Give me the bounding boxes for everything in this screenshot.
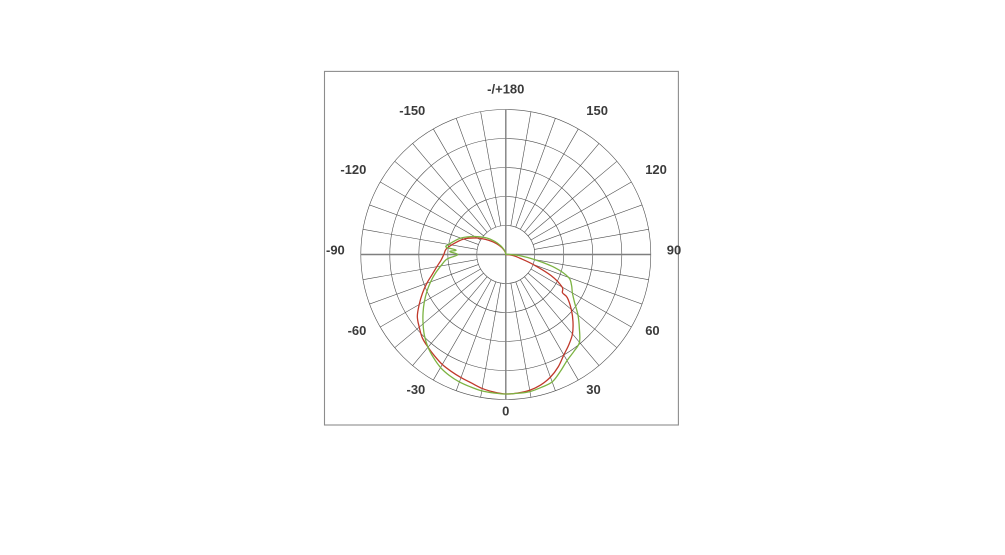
svg-text:-90: -90 [326,243,345,258]
svg-text:30: 30 [586,382,600,397]
svg-text:90: 90 [667,243,681,258]
svg-text:-30: -30 [407,382,426,397]
svg-text:150: 150 [586,103,608,118]
svg-text:0: 0 [502,404,509,419]
svg-text:-60: -60 [348,323,367,338]
svg-text:-120: -120 [340,162,366,177]
svg-text:-150: -150 [399,103,425,118]
svg-text:120: 120 [645,162,667,177]
svg-text:-/+180: -/+180 [487,82,524,97]
svg-text:60: 60 [645,323,659,338]
